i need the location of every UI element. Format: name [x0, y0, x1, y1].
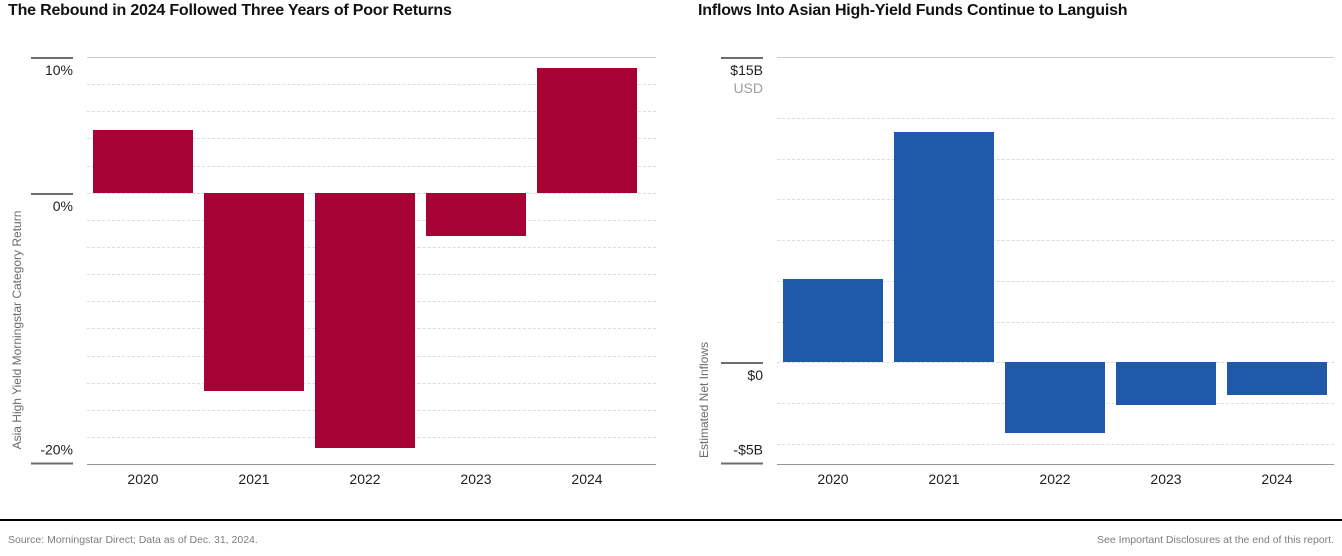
inflows-plot-area: [777, 57, 1334, 465]
gridline: [87, 138, 656, 140]
inflows-y-axis-title: Estimated Net Inflows: [697, 341, 711, 459]
gridline: [87, 165, 656, 167]
x-axis-label-2024: 2024: [571, 471, 603, 487]
y-tick-label: -$5B: [733, 441, 763, 458]
gridline: [777, 240, 1334, 242]
returns-chart-area: Asia High Yield Morningstar Category Ret…: [0, 0, 690, 519]
x-axis-label-2021: 2021: [928, 471, 960, 487]
returns-chart-title: The Rebound in 2024 Followed Three Years…: [8, 2, 452, 19]
y-tick-label: 0%: [52, 197, 73, 214]
y-tick-rule: [721, 362, 763, 365]
y-tick-15B: $15B USD: [721, 57, 763, 97]
y-tick--20: -20%: [31, 441, 73, 464]
y-tick-0: $0: [721, 362, 763, 385]
x-axis-label-2023: 2023: [460, 471, 492, 487]
y-tick-0: 0%: [31, 192, 73, 216]
y-tick-label: $0: [747, 367, 763, 384]
bar-2023: [426, 192, 526, 237]
gridline: [777, 443, 1334, 445]
gridline: [87, 111, 656, 113]
y-tick-rule: [31, 192, 73, 195]
gridline: [777, 199, 1334, 201]
bar-2021: [894, 132, 994, 363]
gridline: [777, 118, 1334, 119]
plot-top-rule: [777, 57, 1334, 58]
y-tick-label: 10%: [44, 62, 73, 78]
y-tick-rule: [31, 57, 73, 59]
gridline: [777, 280, 1334, 282]
bar-2020: [783, 278, 883, 363]
inflows-chart-area: Estimated Net Inflows 2020 2021 2022 2023 20…: [690, 0, 1342, 519]
y-tick--5B: -$5B: [721, 441, 763, 464]
returns-chart-panel: The Rebound in 2024 Followed Three Years…: [0, 0, 690, 519]
y-tick-label: $15B USD: [721, 59, 763, 97]
y-tick-rule: [31, 462, 73, 464]
inflows-chart-title: Inflows Into Asian High-Yield Funds Cont…: [698, 2, 1128, 19]
y-tick-sublabel: USD: [733, 79, 763, 96]
y-tick-rule: [721, 462, 763, 464]
footer-source-note: Source: Morningstar Direct; Data as of D…: [8, 534, 258, 546]
y-tick-label: -20%: [40, 441, 73, 458]
x-axis-line: [777, 464, 1334, 465]
bar-2023: [1116, 362, 1216, 405]
bar-2024: [537, 67, 637, 193]
x-axis-label-2023: 2023: [1150, 471, 1182, 487]
gridline: [87, 84, 656, 86]
x-axis-label-2022: 2022: [349, 471, 381, 487]
returns-plot-area: [87, 57, 656, 465]
bar-2024: [1227, 362, 1327, 395]
bar-2021: [204, 192, 304, 391]
x-axis-line: [87, 464, 656, 465]
x-axis-label-2020: 2020: [817, 471, 849, 487]
x-axis-label-2020: 2020: [127, 471, 159, 487]
x-axis-label-2021: 2021: [238, 471, 270, 487]
bar-2022: [315, 192, 415, 448]
x-axis-label-2024: 2024: [1261, 471, 1293, 487]
x-axis-label-2022: 2022: [1039, 471, 1071, 487]
y-tick-10: 10%: [31, 57, 73, 80]
returns-y-axis-title: Asia High Yield Morningstar Category Ret…: [10, 210, 24, 450]
plot-top-rule: [87, 57, 656, 58]
gridline: [777, 321, 1334, 323]
y-tick-rule: [721, 57, 763, 59]
footer-disclosure-note: See Important Disclosures at the end of …: [1097, 534, 1334, 546]
footer-divider: [0, 519, 1342, 521]
inflows-chart-panel: Inflows Into Asian High-Yield Funds Cont…: [690, 0, 1342, 519]
gridline: [777, 158, 1334, 160]
bar-2022: [1005, 362, 1105, 434]
bar-2020: [93, 130, 193, 193]
